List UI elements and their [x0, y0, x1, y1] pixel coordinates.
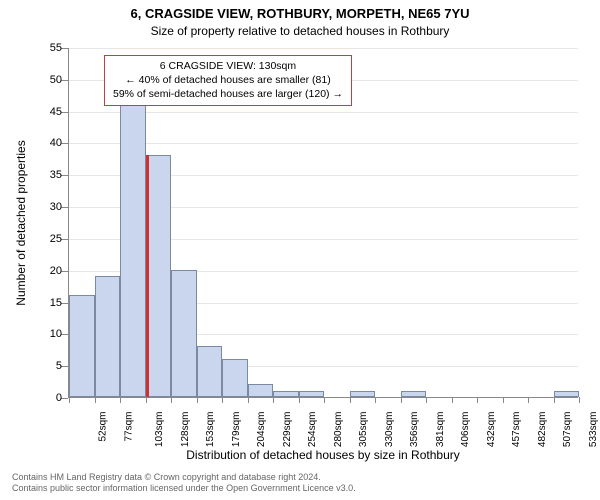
- x-tick-label: 507sqm: [562, 412, 573, 448]
- x-tick: [477, 397, 478, 403]
- x-tick-label: 153sqm: [205, 412, 216, 448]
- x-tick: [350, 397, 351, 403]
- x-tick-label: 179sqm: [231, 412, 242, 448]
- x-tick: [426, 397, 427, 403]
- footer-line1: Contains HM Land Registry data © Crown c…: [12, 472, 356, 483]
- y-tick: [61, 398, 68, 399]
- y-tick-label: 10: [22, 328, 62, 340]
- x-tick: [95, 397, 96, 403]
- x-tick: [528, 397, 529, 403]
- annotation-box: 6 CRAGSIDE VIEW: 130sqm← 40% of detached…: [104, 55, 352, 106]
- annotation-line: 59% of semi-detached houses are larger (…: [113, 87, 343, 101]
- x-tick-label: 305sqm: [358, 412, 369, 448]
- x-tick-label: 533sqm: [588, 412, 599, 448]
- x-tick-label: 128sqm: [180, 412, 191, 448]
- histogram-bar: [401, 391, 427, 397]
- x-tick: [554, 397, 555, 403]
- histogram-bar: [248, 384, 274, 397]
- x-tick-label: 280sqm: [333, 412, 344, 448]
- x-tick: [197, 397, 198, 403]
- histogram-bar: [95, 276, 121, 397]
- histogram-bar: [299, 391, 325, 397]
- x-tick: [579, 397, 580, 403]
- x-tick: [171, 397, 172, 403]
- x-tick: [222, 397, 223, 403]
- histogram-bar: [120, 104, 146, 397]
- x-tick: [324, 397, 325, 403]
- y-tick-label: 30: [22, 201, 62, 213]
- histogram-bar: [69, 295, 95, 397]
- y-tick-label: 20: [22, 265, 62, 277]
- x-tick-label: 432sqm: [486, 412, 497, 448]
- x-tick-label: 457sqm: [511, 412, 522, 448]
- chart-title-line1: 6, CRAGSIDE VIEW, ROTHBURY, MORPETH, NE6…: [0, 6, 600, 21]
- x-tick-label: 330sqm: [384, 412, 395, 448]
- y-tick-label: 35: [22, 169, 62, 181]
- footer-attribution: Contains HM Land Registry data © Crown c…: [12, 472, 356, 494]
- y-tick: [61, 271, 68, 272]
- x-tick-label: 482sqm: [537, 412, 548, 448]
- annotation-line: ← 40% of detached houses are smaller (81…: [113, 73, 343, 87]
- y-tick: [61, 239, 68, 240]
- x-tick: [375, 397, 376, 403]
- chart-title-line2: Size of property relative to detached ho…: [0, 24, 600, 38]
- gridline: [69, 48, 578, 49]
- x-tick: [401, 397, 402, 403]
- x-tick-label: 77sqm: [123, 412, 134, 442]
- x-tick: [452, 397, 453, 403]
- property-marker: [146, 155, 149, 397]
- x-tick: [146, 397, 147, 403]
- x-tick-label: 204sqm: [256, 412, 267, 448]
- y-tick: [61, 143, 68, 144]
- histogram-bar: [171, 270, 197, 397]
- footer-line2: Contains public sector information licen…: [12, 483, 356, 494]
- x-tick-label: 406sqm: [460, 412, 471, 448]
- y-tick-label: 50: [22, 74, 62, 86]
- histogram-bar: [197, 346, 223, 397]
- y-tick: [61, 48, 68, 49]
- x-tick-label: 103sqm: [154, 412, 165, 448]
- x-tick-label: 52sqm: [98, 412, 109, 442]
- y-tick: [61, 112, 68, 113]
- x-tick: [299, 397, 300, 403]
- x-tick: [120, 397, 121, 403]
- x-tick-label: 254sqm: [307, 412, 318, 448]
- y-tick: [61, 303, 68, 304]
- y-tick: [61, 334, 68, 335]
- x-tick: [273, 397, 274, 403]
- x-tick: [69, 397, 70, 403]
- histogram-bar: [350, 391, 376, 397]
- y-tick: [61, 366, 68, 367]
- y-tick-label: 25: [22, 233, 62, 245]
- annotation-line: 6 CRAGSIDE VIEW: 130sqm: [113, 59, 343, 73]
- x-tick: [248, 397, 249, 403]
- histogram-bar: [554, 391, 580, 397]
- y-tick: [61, 207, 68, 208]
- y-tick-label: 40: [22, 137, 62, 149]
- y-tick-label: 15: [22, 297, 62, 309]
- x-tick-label: 381sqm: [435, 412, 446, 448]
- chart-plot-area: 6 CRAGSIDE VIEW: 130sqm← 40% of detached…: [68, 48, 578, 398]
- y-tick: [61, 80, 68, 81]
- histogram-bar: [146, 155, 172, 397]
- y-tick-label: 5: [22, 360, 62, 372]
- x-tick-label: 356sqm: [409, 412, 420, 448]
- y-tick: [61, 175, 68, 176]
- histogram-bar: [222, 359, 248, 397]
- y-tick-label: 0: [22, 392, 62, 404]
- y-axis-title: Number of detached properties: [14, 48, 28, 398]
- x-tick: [503, 397, 504, 403]
- histogram-bar: [273, 391, 299, 397]
- x-axis-title: Distribution of detached houses by size …: [68, 448, 578, 462]
- y-tick-label: 55: [22, 42, 62, 54]
- y-tick-label: 45: [22, 106, 62, 118]
- x-tick-label: 229sqm: [282, 412, 293, 448]
